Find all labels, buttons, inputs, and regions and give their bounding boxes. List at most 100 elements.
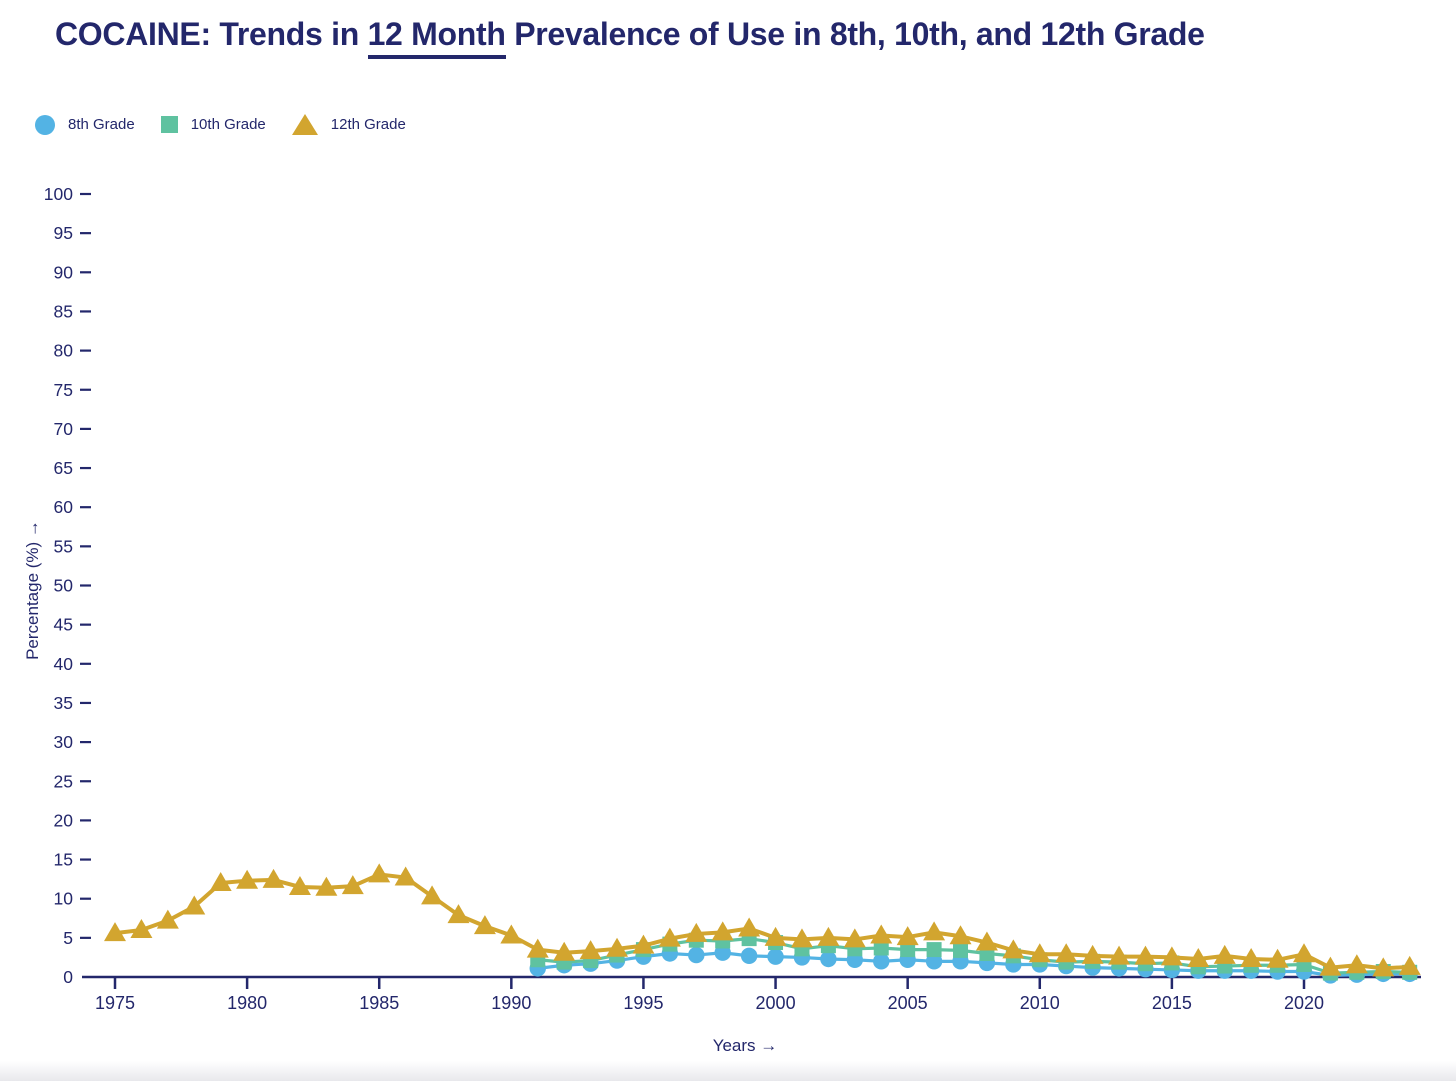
y-tick-label: 60 — [54, 497, 74, 517]
y-tick-label: 70 — [54, 419, 74, 439]
series-line — [536, 937, 1412, 975]
x-axis-title: Years → — [713, 1036, 778, 1055]
data-point-triangle — [790, 928, 813, 948]
square-marker-icon — [160, 116, 178, 133]
x-tick-label: 2005 — [888, 993, 928, 1013]
data-point-triangle — [130, 919, 153, 939]
legend-item-label: 8th Grade — [68, 116, 135, 133]
data-point-triangle — [738, 917, 761, 937]
y-tick-label: 85 — [54, 301, 73, 321]
data-point-triangle — [711, 921, 734, 941]
data-point-square — [926, 942, 942, 958]
data-point-triangle — [236, 869, 259, 889]
chart-title: COCAINE: Trends in 12 Month Prevalence o… — [55, 16, 1205, 59]
data-point-triangle — [1134, 945, 1157, 965]
page-bottom-fade — [0, 1061, 1456, 1081]
chart-title-prefix: COCAINE: Trends in — [55, 16, 368, 52]
legend-item-label: 10th Grade — [190, 116, 266, 133]
y-tick-label: 55 — [54, 536, 73, 556]
y-tick-label: 50 — [54, 576, 74, 596]
x-tick-label: 1985 — [359, 993, 399, 1013]
x-tick-label: 2000 — [756, 993, 796, 1013]
data-point-triangle — [473, 915, 496, 935]
data-point-circle — [740, 947, 758, 965]
data-point-triangle — [949, 925, 972, 945]
data-point-triangle — [685, 922, 708, 942]
y-tick-label: 25 — [54, 771, 73, 791]
data-point-triangle — [447, 904, 470, 924]
legend-item-10th-grade[interactable]: 10th Grade — [160, 116, 266, 133]
data-point-square — [900, 942, 916, 958]
circle-marker-icon — [35, 114, 55, 135]
data-point-circle — [820, 950, 837, 968]
series-line — [113, 872, 1412, 971]
data-point-triangle — [632, 934, 655, 954]
data-point-triangle — [156, 909, 179, 929]
data-point-triangle — [1398, 955, 1421, 975]
data-point-circle — [925, 953, 943, 970]
y-tick-label: 95 — [54, 223, 73, 243]
data-point-triangle — [975, 931, 998, 951]
x-tick-label: 1990 — [491, 993, 531, 1013]
legend-item-8th-grade[interactable]: 8th Grade — [35, 114, 135, 135]
legend-item-12th-grade[interactable]: 12th Grade — [291, 114, 406, 135]
y-tick-label: 0 — [63, 967, 73, 987]
y-tick-label: 75 — [54, 380, 73, 400]
y-tick-label: 90 — [54, 262, 74, 282]
data-point-square — [953, 942, 969, 958]
x-tick-label: 2015 — [1152, 993, 1192, 1013]
y-tick-label: 80 — [54, 341, 74, 361]
data-point-triangle — [1372, 957, 1395, 977]
data-point-triangle — [1002, 939, 1025, 959]
data-point-triangle — [1240, 947, 1263, 967]
y-tick-label: 5 — [63, 928, 73, 948]
chart-title-suffix: Prevalence of Use in 8th, 10th, and 12th… — [505, 16, 1205, 52]
series-line — [536, 951, 1412, 978]
data-point-triangle — [896, 926, 919, 946]
data-point-triangle — [209, 872, 232, 892]
data-point-circle — [714, 944, 731, 961]
data-point-triangle — [183, 895, 206, 915]
data-point-triangle — [1213, 944, 1236, 964]
data-point-triangle — [500, 924, 523, 944]
data-point-triangle — [341, 875, 364, 895]
data-point-triangle — [262, 868, 285, 888]
series-12th-grade — [104, 863, 1421, 977]
y-tick-label: 65 — [54, 458, 73, 478]
data-point-triangle — [579, 940, 602, 960]
y-tick-label: 45 — [54, 615, 73, 635]
y-axis: 0 5 10 15 20 25 30 35 40 45 50 55 60 65 70 75 80 85 90 95 10… — [23, 184, 91, 987]
y-tick-label: 30 — [54, 732, 74, 752]
data-point-triangle — [923, 921, 946, 941]
data-point-triangle — [368, 863, 391, 883]
y-axis-title: Percentage (%) → — [23, 520, 42, 660]
data-point-triangle — [315, 876, 338, 896]
data-point-triangle — [288, 875, 311, 895]
data-point-triangle — [1345, 954, 1368, 974]
triangle-marker-icon — [291, 114, 318, 135]
data-point-triangle — [104, 922, 126, 942]
x-axis: 1975 1980 1985 1990 1995 2000 2005 2010 2015 2020… — [82, 975, 1421, 1055]
data-point-circle — [767, 948, 784, 965]
x-tick-label: 1975 — [95, 993, 135, 1013]
x-tick-label: 2020 — [1284, 993, 1324, 1013]
data-point-triangle — [1266, 948, 1289, 968]
chart-title-underlined: 12 Month — [367, 16, 506, 59]
data-point-circle — [688, 946, 705, 964]
x-tick-label: 1980 — [227, 993, 267, 1013]
data-point-triangle — [1055, 943, 1078, 963]
data-point-circle — [873, 953, 890, 970]
legend-item-label: 12th Grade — [330, 116, 406, 133]
chart-legend: 8th Grade 10th Grade 12th Grade — [35, 114, 406, 135]
data-point-triangle — [606, 937, 629, 957]
y-tick-label: 10 — [54, 889, 74, 909]
data-point-triangle — [421, 885, 444, 905]
data-point-triangle — [870, 924, 893, 944]
data-point-triangle — [553, 941, 576, 961]
data-point-triangle — [817, 926, 840, 946]
data-point-triangle — [1028, 943, 1051, 963]
data-point-triangle — [1292, 943, 1315, 963]
data-point-triangle — [1160, 946, 1183, 966]
y-tick-label: 15 — [54, 850, 73, 870]
